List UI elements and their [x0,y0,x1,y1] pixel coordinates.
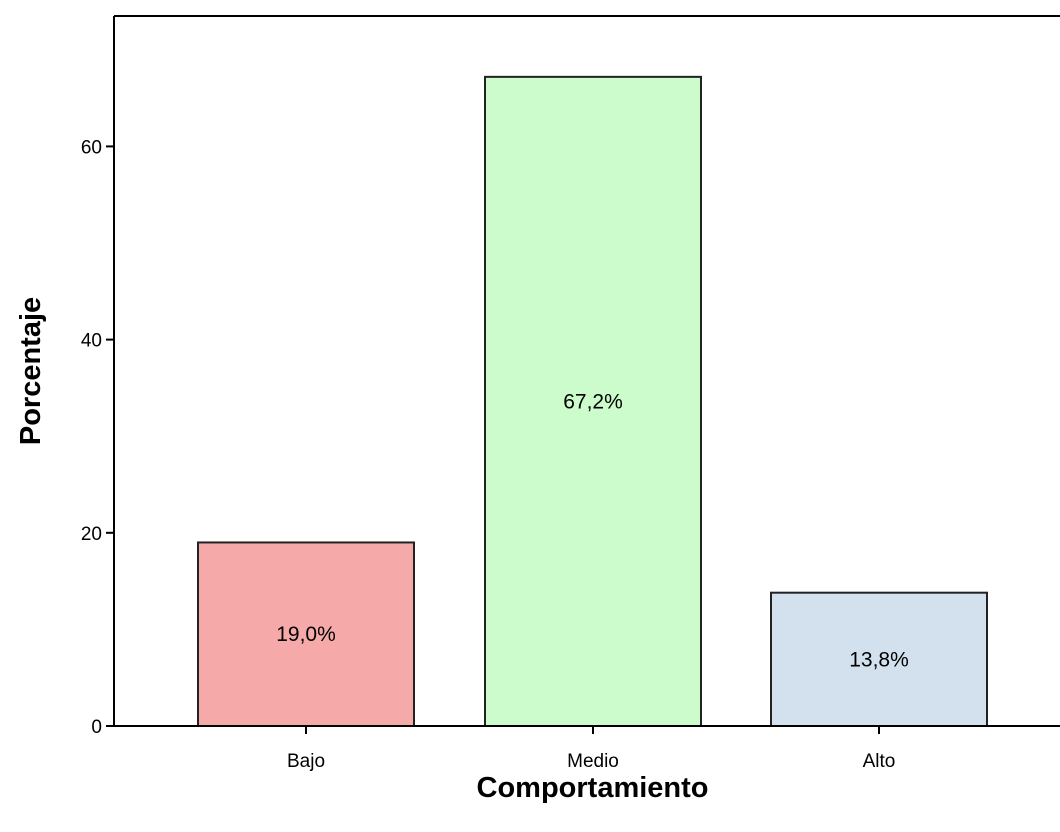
y-tick-label: 0 [91,717,102,738]
data-label-alto: 13,8% [849,648,909,671]
x-tick-label: Alto [863,751,896,772]
y-tick-label: 20 [81,524,102,545]
data-label-medio: 67,2% [563,390,623,413]
y-tick-label: 40 [81,331,102,352]
bar-bajo [197,541,415,727]
y-axis-title: Porcentaje [15,297,47,445]
y-tick-label: 60 [81,137,102,158]
x-tick-label: Medio [567,751,619,772]
bar-medio [484,75,702,728]
bar-alto [770,591,988,727]
x-axis-title: Comportamiento [477,772,709,804]
data-label-bajo: 19,0% [276,623,336,646]
x-tick-label: Bajo [287,751,325,772]
